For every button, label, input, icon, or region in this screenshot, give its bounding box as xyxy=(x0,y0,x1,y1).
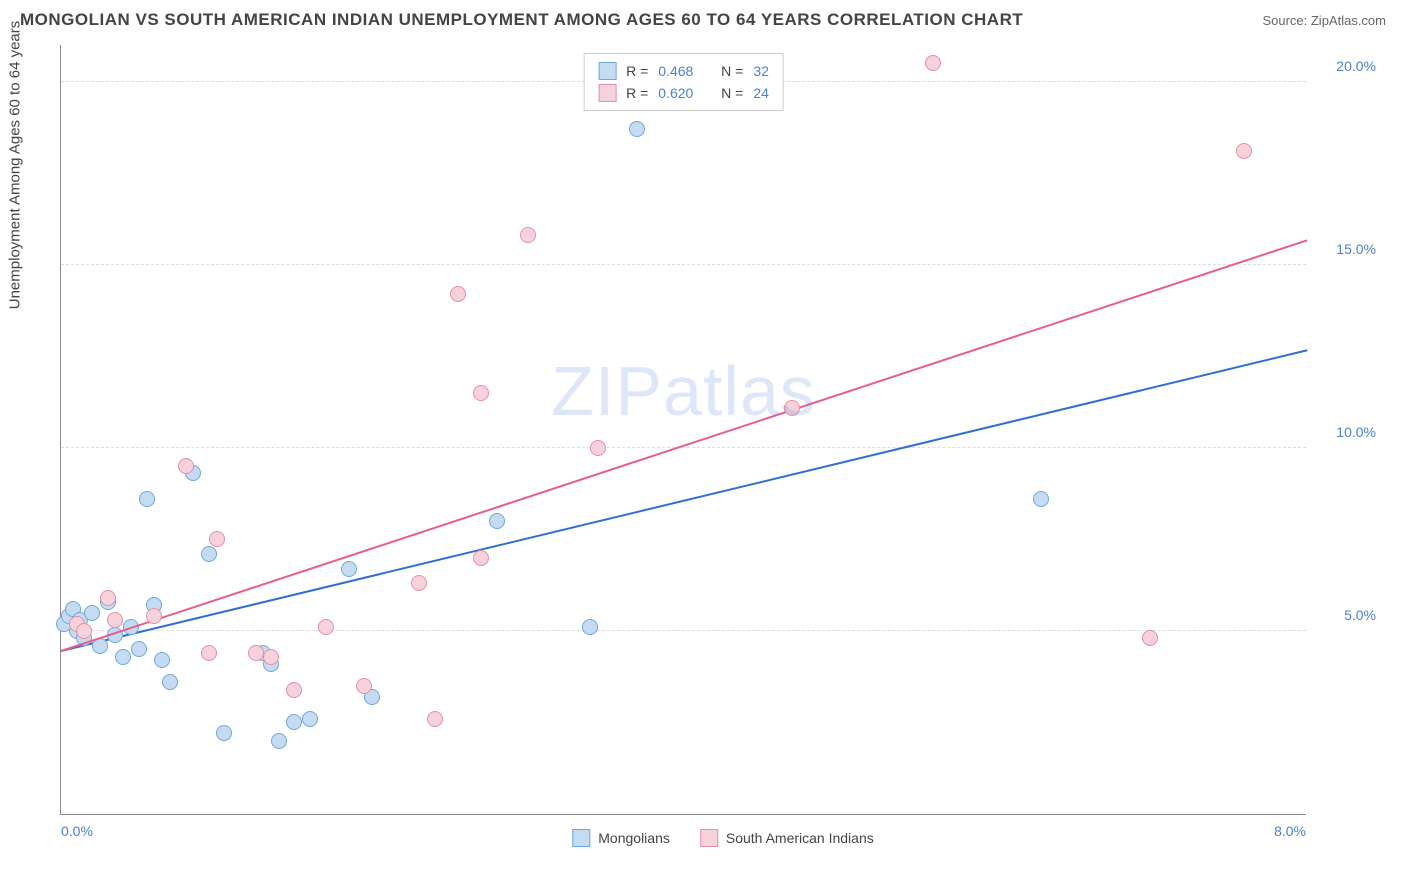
plot-area: ZIPatlas R = 0.468 N = 32 R = 0.620 N = … xyxy=(60,45,1306,815)
data-point xyxy=(411,575,427,591)
y-tick-label: 10.0% xyxy=(1316,424,1376,440)
x-tick-label: 0.0% xyxy=(61,823,93,839)
data-point xyxy=(1142,630,1158,646)
legend-item-mongolians: Mongolians xyxy=(572,829,670,847)
data-point xyxy=(450,286,466,302)
data-point xyxy=(100,590,116,606)
data-point xyxy=(162,674,178,690)
data-point xyxy=(146,608,162,624)
data-point xyxy=(1033,491,1049,507)
data-point xyxy=(302,711,318,727)
legend-swatch-mongolians xyxy=(598,62,616,80)
data-point xyxy=(925,55,941,71)
data-point xyxy=(271,733,287,749)
legend-row-south-american: R = 0.620 N = 24 xyxy=(598,82,769,104)
data-point xyxy=(286,714,302,730)
data-point xyxy=(582,619,598,635)
data-point xyxy=(341,561,357,577)
chart-container: Unemployment Among Ages 60 to 64 years Z… xyxy=(60,35,1386,855)
data-point xyxy=(139,491,155,507)
correlation-legend: R = 0.468 N = 32 R = 0.620 N = 24 xyxy=(583,53,784,111)
data-point xyxy=(201,546,217,562)
data-point xyxy=(520,227,536,243)
watermark: ZIPatlas xyxy=(551,351,816,431)
series-legend: Mongolians South American Indians xyxy=(572,829,873,847)
y-axis-label: Unemployment Among Ages 60 to 64 years xyxy=(7,21,24,310)
data-point xyxy=(201,645,217,661)
chart-title: MONGOLIAN VS SOUTH AMERICAN INDIAN UNEMP… xyxy=(20,10,1023,30)
data-point xyxy=(178,458,194,474)
trend-line-1 xyxy=(61,239,1308,652)
chart-header: MONGOLIAN VS SOUTH AMERICAN INDIAN UNEMP… xyxy=(0,0,1406,35)
trend-line-0 xyxy=(61,349,1307,652)
gridline xyxy=(61,447,1306,448)
data-point xyxy=(107,612,123,628)
data-point xyxy=(286,682,302,698)
source-attribution: Source: ZipAtlas.com xyxy=(1262,13,1386,28)
data-point xyxy=(131,641,147,657)
data-point xyxy=(590,440,606,456)
data-point xyxy=(154,652,170,668)
data-point xyxy=(356,678,372,694)
data-point xyxy=(216,725,232,741)
data-point xyxy=(84,605,100,621)
data-point xyxy=(629,121,645,137)
gridline xyxy=(61,630,1306,631)
data-point xyxy=(263,649,279,665)
data-point xyxy=(115,649,131,665)
legend-swatch-icon xyxy=(700,829,718,847)
legend-swatch-south-american xyxy=(598,84,616,102)
x-tick-label: 8.0% xyxy=(1274,823,1306,839)
legend-item-south-american: South American Indians xyxy=(700,829,874,847)
data-point xyxy=(473,385,489,401)
data-point xyxy=(76,623,92,639)
data-point xyxy=(473,550,489,566)
y-tick-label: 15.0% xyxy=(1316,241,1376,257)
legend-row-mongolians: R = 0.468 N = 32 xyxy=(598,60,769,82)
gridline xyxy=(61,264,1306,265)
data-point xyxy=(248,645,264,661)
data-point xyxy=(784,400,800,416)
data-point xyxy=(1236,143,1252,159)
y-tick-label: 5.0% xyxy=(1316,607,1376,623)
data-point xyxy=(318,619,334,635)
legend-swatch-icon xyxy=(572,829,590,847)
y-tick-label: 20.0% xyxy=(1316,58,1376,74)
data-point xyxy=(209,531,225,547)
data-point xyxy=(427,711,443,727)
data-point xyxy=(489,513,505,529)
